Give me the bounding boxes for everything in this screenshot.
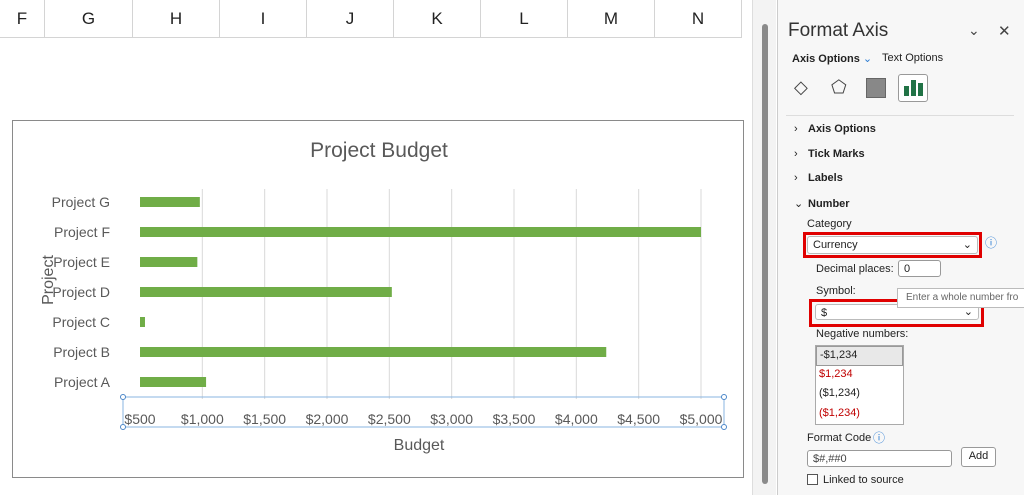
- bar: [140, 227, 701, 237]
- x-tick-label: $4,500: [617, 411, 660, 427]
- section-label: Axis Options: [808, 123, 876, 135]
- linked-to-source-label: Linked to source: [823, 474, 904, 486]
- selection-handle: [120, 424, 126, 430]
- close-icon[interactable]: ✕: [998, 23, 1011, 40]
- column-header[interactable]: L: [481, 0, 568, 38]
- chart-title: Project Budget: [310, 139, 448, 162]
- x-tick-label: $3,000: [430, 411, 473, 427]
- section-label: Tick Marks: [808, 148, 865, 160]
- format-code-label: Format Code: [807, 432, 872, 444]
- effects-pentagon-icon[interactable]: ⬠: [831, 77, 847, 97]
- chevron-down-icon: ⌄: [862, 53, 873, 65]
- format-code-input[interactable]: $#,##0: [807, 450, 952, 467]
- divider: [786, 115, 1014, 116]
- y-tick-label: Project D: [52, 284, 110, 300]
- section-label: Number: [808, 198, 850, 210]
- vertical-scrollbar[interactable]: [752, 0, 776, 495]
- category-select[interactable]: Currency ⌄: [807, 236, 978, 254]
- x-tick-label: $500: [124, 411, 155, 427]
- add-button[interactable]: Add: [961, 447, 996, 467]
- selection-handle: [721, 394, 727, 400]
- x-tick-label: $1,000: [181, 411, 224, 427]
- pane-title: Format Axis: [788, 20, 889, 41]
- bar: [140, 257, 198, 267]
- negative-numbers-label: Negative numbers:: [816, 328, 909, 340]
- x-tick-label: $2,500: [368, 411, 411, 427]
- y-tick-label: Project E: [53, 254, 110, 270]
- fill-line-icon[interactable]: ◇: [794, 77, 808, 97]
- chevron-right-icon: ›: [794, 148, 798, 160]
- axis-options-icon[interactable]: [898, 74, 928, 102]
- y-tick-label: Project G: [52, 194, 110, 210]
- bar: [140, 347, 607, 357]
- x-tick-label: $5,000: [680, 411, 723, 427]
- chevron-down-icon: ⌄: [794, 198, 804, 210]
- y-tick-label: Project F: [54, 224, 110, 240]
- section-label: Labels: [808, 172, 843, 184]
- info-icon[interactable]: ⓘ: [873, 431, 886, 445]
- column-header[interactable]: H: [133, 0, 220, 38]
- section-number[interactable]: ⌄ Number: [794, 197, 850, 210]
- column-header[interactable]: F: [0, 0, 45, 38]
- x-tick-label: $3,500: [493, 411, 536, 427]
- symbol-label: Symbol:: [816, 285, 856, 297]
- section-labels[interactable]: › Labels: [794, 172, 843, 184]
- tab-label: Axis Options: [792, 53, 860, 65]
- collapse-pane-icon[interactable]: ⌄: [968, 22, 980, 38]
- chevron-right-icon: ›: [794, 123, 798, 135]
- decimal-places-input[interactable]: 0: [898, 260, 941, 277]
- negative-option[interactable]: $1,234: [819, 367, 853, 380]
- size-properties-icon[interactable]: [866, 78, 886, 98]
- chevron-down-icon: ⌄: [962, 239, 972, 251]
- y-axis-title: Project: [40, 255, 57, 305]
- selection-handle: [721, 424, 727, 430]
- scroll-thumb[interactable]: [762, 24, 768, 484]
- tooltip: Enter a whole number fro: [897, 288, 1024, 308]
- format-axis-pane: Format Axis ⌄ ✕ Axis Options ⌄ Text Opti…: [777, 0, 1024, 495]
- chart-svg: $500 $1,000 $1,500 $2,000 $2,500 $3,000 $3,500…: [40, 139, 727, 454]
- y-tick-label: Project A: [54, 374, 111, 390]
- tab-axis-options[interactable]: Axis Options ⌄: [792, 52, 872, 65]
- tab-text-options[interactable]: Text Options: [882, 52, 944, 64]
- negative-option[interactable]: ($1,234): [819, 387, 860, 399]
- x-tick-label: $1,500: [243, 411, 286, 427]
- section-tick-marks[interactable]: › Tick Marks: [794, 148, 865, 160]
- negative-numbers-list[interactable]: -$1,234 $1,234 ($1,234) ($1,234): [815, 345, 904, 425]
- x-tick-label: $2,000: [306, 411, 349, 427]
- decimal-places-label: Decimal places:: [816, 263, 894, 275]
- symbol-value: $: [821, 307, 828, 319]
- column-header[interactable]: I: [220, 0, 307, 38]
- x-axis-title: Budget: [394, 437, 445, 454]
- column-header[interactable]: N: [655, 0, 742, 38]
- chevron-down-icon: ⌄: [963, 306, 973, 318]
- section-axis-options[interactable]: › Axis Options: [794, 123, 876, 135]
- axis-selection-box: [122, 396, 725, 428]
- bar: [140, 197, 200, 207]
- bar: [140, 287, 392, 297]
- negative-option[interactable]: -$1,234: [816, 346, 903, 366]
- info-icon[interactable]: ⓘ: [985, 236, 998, 250]
- chevron-right-icon: ›: [794, 172, 798, 184]
- category-value: Currency: [813, 239, 858, 251]
- chart[interactable]: $500 $1,000 $1,500 $2,000 $2,500 $3,000 $3,500…: [12, 120, 744, 478]
- column-header[interactable]: J: [307, 0, 394, 38]
- selection-handle: [120, 394, 126, 400]
- column-header[interactable]: G: [45, 0, 133, 38]
- y-tick-label: Project C: [52, 314, 110, 330]
- x-tick-label: $4,000: [555, 411, 598, 427]
- y-tick-label: Project B: [53, 344, 110, 360]
- linked-to-source-checkbox[interactable]: [807, 474, 818, 485]
- category-label: Category: [807, 218, 852, 230]
- bar: [140, 377, 207, 387]
- column-header[interactable]: M: [568, 0, 655, 38]
- negative-option[interactable]: ($1,234): [819, 406, 860, 419]
- column-header[interactable]: K: [394, 0, 481, 38]
- bar: [140, 317, 145, 327]
